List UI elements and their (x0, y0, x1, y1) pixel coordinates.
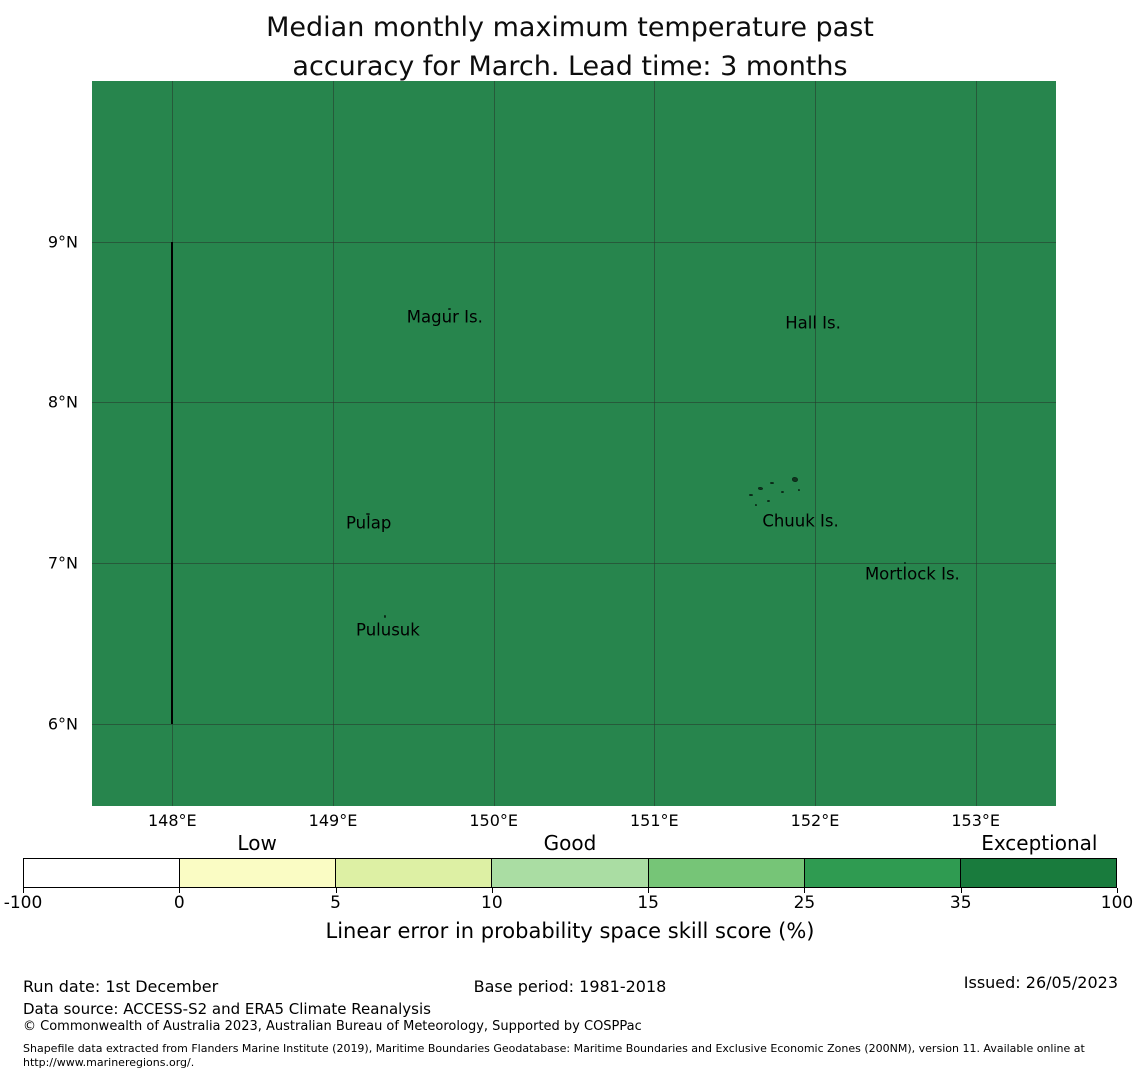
map-gridline-vertical (333, 81, 334, 806)
y-axis-tick-label: 8°N (47, 392, 78, 412)
colorbar-category-label: Good (543, 831, 597, 855)
islet-shape (791, 476, 798, 482)
colorbar-tick-label: 10 (481, 893, 503, 913)
x-axis-tick-label: 152°E (790, 811, 840, 830)
colorbar-tick-label: 100 (1100, 893, 1134, 913)
colorbar-tick-mark (23, 888, 24, 893)
islet-shape (769, 481, 774, 484)
x-axis-tick-label: 148°E (147, 811, 197, 830)
islet-shape (781, 490, 785, 493)
colorbar-tick-label: 15 (637, 893, 659, 913)
colorbar-tick-label: 25 (793, 893, 816, 913)
islet-shape (758, 487, 764, 490)
colorbar-category-label: Exceptional (981, 831, 1098, 855)
colorbar-segment (647, 859, 804, 887)
colorbar-segment (491, 859, 648, 887)
place-label: Chuuk Is. (762, 511, 839, 531)
colorbar-tick-label: 5 (330, 893, 341, 913)
colorbar-tick-mark (804, 888, 806, 893)
colorbar-segment (959, 859, 1116, 887)
islet-shape (365, 513, 370, 516)
colorbar-segment (803, 859, 960, 887)
x-axis: 148°E 149°E 150°E 151°E 152°E 153°E (92, 810, 1056, 832)
map-gridline-horizontal (92, 563, 1056, 565)
colorbar-segment (335, 859, 492, 887)
place-label: Mortlock Is. (864, 564, 960, 584)
colorbar-tick-label: 0 (173, 893, 185, 913)
eez-boundary-line (171, 241, 174, 724)
map-gridline-vertical (975, 81, 977, 806)
issued-date-text: Issued: 26/05/2023 (963, 973, 1118, 992)
map-gridline-vertical (815, 81, 816, 806)
y-axis-tick-label: 7°N (47, 553, 78, 573)
colorbar-tick-mark (648, 888, 650, 893)
islet-shape (797, 489, 800, 492)
colorbar-tick-label: -100 (3, 893, 43, 913)
data-source-text: Data source: ACCESS-S2 and ERA5 Climate … (23, 1000, 431, 1018)
colorbar-category-label: Low (237, 831, 277, 855)
figure-title: Median monthly maximum temperature past … (0, 8, 1140, 86)
map: Magur Is. Hall Is. Pulap Chuuk Is. Mortlock … (92, 81, 1056, 806)
y-axis-tick-label: 9°N (47, 232, 78, 252)
figure-title-line2: accuracy for March. Lead time: 3 months (292, 51, 848, 82)
colorbar (23, 858, 1117, 888)
y-axis-tick-label: 6°N (47, 714, 78, 734)
copyright-text: © Commonwealth of Australia 2023, Austra… (23, 1019, 642, 1034)
x-axis-tick-label: 150°E (469, 811, 519, 830)
colorbar-tick-mark (491, 888, 493, 893)
islet-shape (384, 614, 387, 618)
map-gridline-vertical (654, 81, 656, 806)
colorbar-tick-label: 35 (949, 893, 972, 913)
colorbar-segment (24, 859, 180, 887)
base-period-text: Base period: 1981-2018 (473, 977, 667, 996)
y-axis: 9°N 8°N 7°N 6°N (0, 81, 84, 806)
colorbar-tick-mark (179, 888, 181, 893)
colorbar-segment (179, 859, 336, 887)
place-label: Hall Is. (785, 313, 841, 333)
islet-shape (766, 500, 770, 503)
colorbar-tick-mark (1117, 888, 1118, 893)
map-gridline-vertical (493, 81, 495, 806)
x-axis-tick-label: 153°E (951, 811, 1001, 830)
colorbar-tick-mark (960, 888, 962, 893)
colorbar-tick-marks (23, 888, 1118, 894)
colorbar-category-labels: Low Good Exceptional (23, 830, 1117, 856)
islet-shape (749, 494, 754, 497)
place-label: Pulusuk (356, 620, 420, 640)
place-label: Pulap (346, 513, 392, 533)
map-gridline-horizontal (92, 241, 1056, 243)
islet-shape (903, 561, 906, 564)
x-axis-tick-label: 149°E (308, 811, 358, 830)
colorbar-axis-label: Linear error in probability space skill … (325, 919, 815, 943)
figure-title-line1: Median monthly maximum temperature past (266, 12, 874, 43)
islet-shape (755, 504, 758, 507)
x-axis-tick-label: 151°E (629, 811, 679, 830)
colorbar-tick-mark (335, 888, 337, 893)
run-date-text: Run date: 1st December (23, 977, 219, 996)
place-label: Magur Is. (406, 307, 483, 327)
colorbar-tick-labels: -100 0 5 10 15 25 35 100 (4, 893, 1134, 913)
shapefile-attribution-text: Shapefile data extracted from Flanders M… (23, 1042, 1085, 1069)
map-gridline-horizontal (92, 402, 1056, 404)
islet-shape (447, 307, 451, 310)
map-gridline-horizontal (92, 723, 1056, 725)
